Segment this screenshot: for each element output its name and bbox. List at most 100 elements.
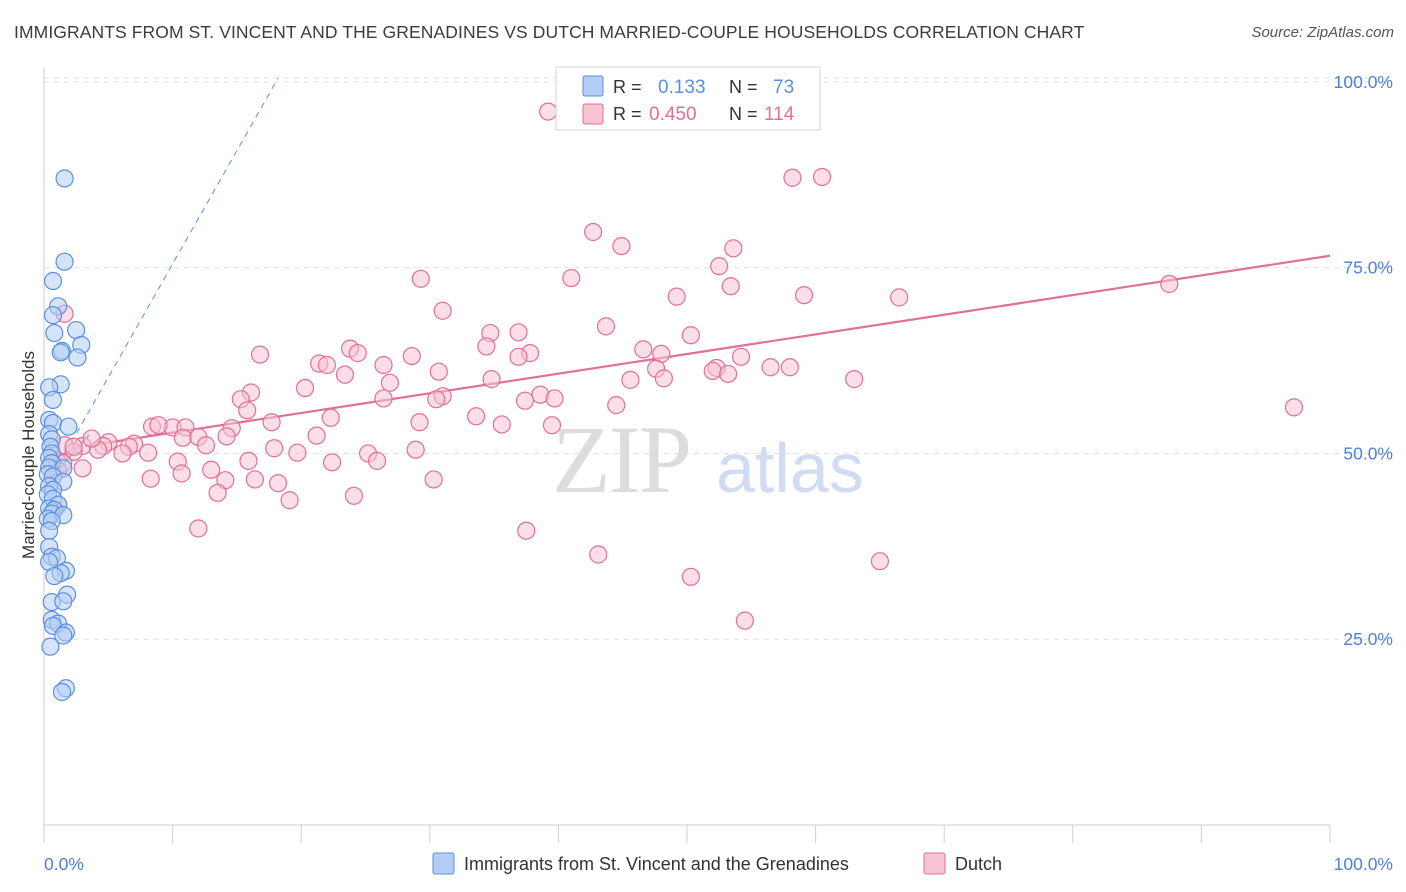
point-1-6 — [411, 269, 430, 288]
point-1-67 — [307, 426, 326, 445]
watermark: ZIP atlas — [552, 406, 864, 513]
point-1-64 — [149, 416, 168, 435]
y-tick-label-3: 100.0% — [1334, 72, 1393, 92]
point-1-18 — [509, 323, 528, 342]
watermark-atlas: atlas — [716, 429, 864, 507]
point-1-69 — [542, 416, 562, 435]
point-0-4 — [43, 306, 63, 325]
x-axis-ticks — [43, 825, 1331, 843]
point-1-33 — [429, 362, 448, 381]
point-0-0 — [55, 169, 74, 188]
point-1-12 — [890, 288, 909, 307]
stats-swatch-1 — [582, 103, 604, 125]
point-1-39 — [380, 373, 400, 392]
point-1-66 — [217, 427, 236, 446]
stats-n-label-1: N = — [729, 104, 758, 124]
point-1-60 — [321, 408, 340, 427]
point-1-68 — [492, 415, 511, 434]
point-0-46 — [45, 566, 64, 586]
stats-r-label-1: R = — [613, 104, 642, 124]
stats-n-value-1: 114 — [764, 104, 795, 125]
point-1-103 — [424, 470, 443, 489]
point-1-45 — [845, 370, 864, 389]
point-1-20 — [250, 345, 270, 364]
point-1-54 — [607, 396, 626, 415]
point-1-88 — [406, 440, 425, 459]
point-1-105 — [344, 486, 364, 505]
watermark-zip: ZIP — [552, 406, 690, 513]
point-1-56 — [238, 401, 257, 420]
point-1-83 — [64, 437, 83, 456]
x-tick-labels: 0.0% 100.0% — [44, 854, 1393, 874]
point-0-55 — [41, 637, 60, 656]
source-credit: Source: ZipAtlas.com — [1251, 24, 1394, 41]
point-1-37 — [761, 358, 780, 377]
point-1-98 — [172, 464, 191, 483]
point-1-70 — [173, 428, 192, 447]
point-1-82 — [82, 429, 101, 448]
point-1-35 — [509, 347, 528, 366]
point-1-62 — [466, 407, 486, 426]
point-1-50 — [374, 389, 393, 408]
y-tick-labels: 25.0% 50.0% 75.0% 100.0% — [1334, 72, 1393, 649]
point-1-25 — [634, 340, 653, 359]
point-1-10 — [667, 287, 686, 306]
legend-label-1: Dutch — [955, 854, 1002, 874]
point-0-10 — [68, 348, 87, 367]
stats-n-value-0: 73 — [773, 77, 794, 98]
point-0-54 — [54, 626, 73, 645]
x-tick-label-0: 0.0% — [44, 854, 84, 874]
point-1-92 — [239, 451, 258, 470]
point-1-15 — [1160, 274, 1179, 294]
point-1-99 — [141, 469, 160, 488]
point-1-22 — [477, 337, 496, 356]
stats-r-value-0: 0.133 — [658, 77, 706, 98]
point-0-13 — [43, 390, 63, 410]
point-1-32 — [374, 355, 393, 375]
point-1-1 — [783, 168, 802, 187]
point-1-59 — [262, 413, 281, 432]
point-1-101 — [245, 470, 265, 489]
point-1-78 — [139, 443, 158, 462]
stats-n-label-0: N = — [729, 77, 758, 97]
point-0-16 — [59, 417, 78, 436]
point-1-114 — [1284, 398, 1304, 417]
point-1-53 — [545, 389, 564, 408]
data-points — [38, 102, 1304, 702]
point-1-27 — [731, 347, 751, 366]
point-1-109 — [517, 521, 536, 540]
legend-label-0: Immigrants from St. Vincent and the Gren… — [464, 854, 849, 874]
point-1-61 — [410, 413, 429, 432]
point-1-104 — [208, 483, 227, 502]
point-0-57 — [52, 682, 72, 702]
point-1-9 — [721, 277, 740, 296]
point-1-97 — [202, 460, 221, 479]
y-tick-label-2: 75.0% — [1343, 258, 1393, 278]
y-tick-label-1: 50.0% — [1343, 443, 1393, 463]
point-1-46 — [295, 378, 315, 398]
stats-box: R = 0.133 N = 73 R = 0.450 N = 114 — [555, 66, 821, 131]
point-1-110 — [589, 545, 608, 564]
x-tick-label-1: 100.0% — [1334, 854, 1393, 874]
point-1-106 — [280, 491, 299, 510]
point-1-85 — [265, 439, 284, 458]
point-1-102 — [268, 474, 288, 493]
point-1-34 — [335, 365, 355, 384]
point-1-95 — [73, 459, 92, 478]
point-1-3 — [584, 222, 603, 242]
point-1-112 — [681, 567, 700, 586]
point-1-23 — [348, 344, 367, 363]
point-0-2 — [43, 271, 63, 291]
point-1-31 — [317, 355, 337, 375]
point-1-7 — [562, 268, 581, 288]
point-1-4 — [612, 236, 631, 256]
gridlines — [44, 77, 1392, 640]
point-0-6 — [45, 323, 64, 343]
point-1-43 — [719, 364, 738, 384]
point-1-108 — [189, 519, 208, 538]
point-1-111 — [870, 552, 890, 571]
stats-r-label-0: R = — [613, 77, 642, 97]
point-1-86 — [288, 443, 307, 462]
point-1-41 — [654, 369, 673, 388]
